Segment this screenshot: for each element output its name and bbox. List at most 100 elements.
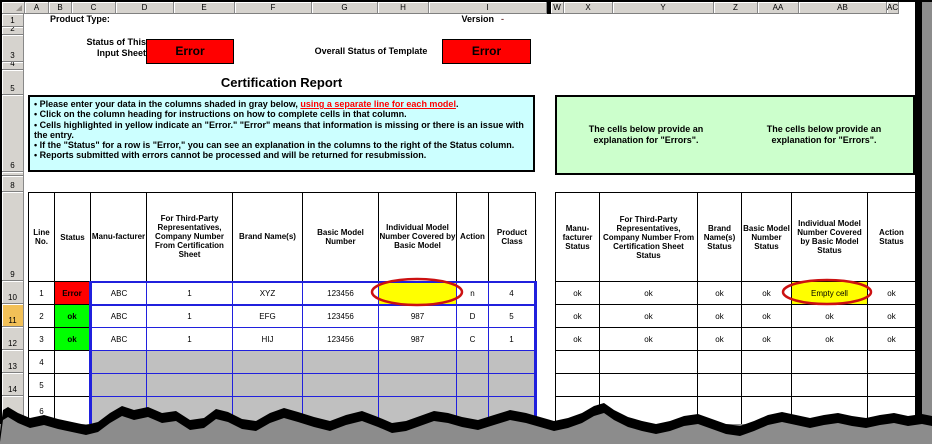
cell-status-value[interactable]: ok bbox=[741, 281, 792, 305]
row-header-2[interactable]: 2 bbox=[2, 27, 24, 35]
cell-status-empty[interactable] bbox=[555, 373, 600, 397]
cell-basic-model[interactable]: 123456 bbox=[302, 304, 379, 328]
cell-status-empty[interactable] bbox=[791, 350, 868, 374]
col-header-brand-names[interactable]: Brand Name(s) bbox=[232, 192, 303, 282]
cell-status-empty[interactable] bbox=[54, 396, 91, 424]
cell-status-value[interactable]: ok bbox=[867, 327, 915, 351]
col-header-D[interactable]: D bbox=[116, 2, 174, 14]
cell-status-empty[interactable] bbox=[697, 350, 742, 374]
cell-status-value[interactable]: ok bbox=[791, 304, 868, 328]
cell-status-value[interactable]: ok bbox=[741, 304, 792, 328]
row-header-13[interactable]: 13 bbox=[2, 350, 24, 373]
cell-entry-empty[interactable] bbox=[488, 350, 537, 374]
cell-entry-empty[interactable] bbox=[378, 350, 457, 374]
col-header-manufacturer[interactable]: Manu-facturer bbox=[90, 192, 147, 282]
row-header-10[interactable]: 10 bbox=[2, 281, 24, 304]
cell-entry-empty[interactable] bbox=[146, 373, 233, 397]
cell-manufacturer[interactable]: ABC bbox=[89, 280, 147, 306]
cell-status-value[interactable]: ok bbox=[791, 327, 868, 351]
cell-line-no[interactable]: 4 bbox=[28, 350, 55, 374]
cell-company-number[interactable]: 1 bbox=[146, 327, 233, 351]
cell-product-class[interactable]: 1 bbox=[488, 327, 537, 351]
cell-status-empty[interactable] bbox=[697, 373, 742, 397]
cell-status-empty-cell-error[interactable]: Empty cell bbox=[791, 281, 868, 305]
cell-entry-empty[interactable] bbox=[232, 350, 303, 374]
row-header-12[interactable]: 12 bbox=[2, 327, 24, 350]
cell-status-empty[interactable] bbox=[741, 350, 792, 374]
col-header-individual-model-status[interactable]: Individual Model Number Covered by Basic… bbox=[791, 192, 868, 282]
col-header-F[interactable]: F bbox=[235, 2, 312, 14]
col-header-manufacturer-status[interactable]: Manu-facturer Status bbox=[555, 192, 600, 282]
row-header-14[interactable]: 14 bbox=[2, 373, 24, 396]
cell-entry-empty[interactable] bbox=[89, 350, 147, 374]
col-header-W[interactable]: W bbox=[551, 2, 564, 14]
cell-action[interactable]: D bbox=[456, 304, 489, 328]
row-header-1[interactable]: 1 bbox=[2, 14, 24, 27]
cell-brand[interactable]: XYZ bbox=[232, 280, 303, 306]
cell-action[interactable]: n bbox=[456, 280, 489, 306]
col-header-line-no[interactable]: Line No. bbox=[28, 192, 55, 282]
col-header-H[interactable]: H bbox=[378, 2, 429, 14]
row-header-11[interactable]: 11 bbox=[2, 304, 24, 327]
cell-brand[interactable]: EFG bbox=[232, 304, 303, 328]
cell-entry-empty[interactable] bbox=[302, 373, 379, 397]
cell-status-empty[interactable] bbox=[54, 373, 91, 397]
cell-status-value[interactable]: ok bbox=[599, 327, 698, 351]
row-header-8[interactable]: 8 bbox=[2, 176, 24, 192]
col-header-individual-model-number[interactable]: Individual Model Number Covered by Basic… bbox=[378, 192, 457, 282]
cell-line-no[interactable]: 1 bbox=[28, 281, 55, 305]
cell-company-number[interactable]: 1 bbox=[146, 304, 233, 328]
cell-status-error[interactable]: Error bbox=[54, 281, 91, 305]
cell-manufacturer[interactable]: ABC bbox=[89, 304, 147, 328]
cell-product-class[interactable]: 4 bbox=[488, 280, 537, 306]
cell-status-ok[interactable]: ok bbox=[54, 327, 91, 351]
cell-status-value[interactable]: ok bbox=[555, 281, 600, 305]
col-header-action[interactable]: Action bbox=[456, 192, 489, 282]
row-header-5[interactable]: 5 bbox=[2, 70, 24, 95]
col-header-X[interactable]: X bbox=[564, 2, 613, 14]
cell-entry-empty[interactable] bbox=[89, 373, 147, 397]
cell-status-value[interactable]: ok bbox=[867, 304, 915, 328]
cell-brand[interactable]: HIJ bbox=[232, 327, 303, 351]
col-header-AC[interactable]: AC bbox=[887, 2, 900, 14]
cell-entry-empty[interactable] bbox=[488, 373, 537, 397]
cell-status-empty[interactable] bbox=[599, 373, 698, 397]
col-header-product-class[interactable]: Product Class bbox=[488, 192, 536, 282]
cell-line-no[interactable]: 3 bbox=[28, 327, 55, 351]
col-header-basic-model-number[interactable]: Basic Model Number bbox=[302, 192, 379, 282]
cell-status-value[interactable]: ok bbox=[741, 327, 792, 351]
row-header-6[interactable]: 6 bbox=[2, 95, 24, 172]
cell-status-empty[interactable] bbox=[867, 350, 915, 374]
cell-status-empty[interactable] bbox=[54, 350, 91, 374]
cell-line-no[interactable]: 2 bbox=[28, 304, 55, 328]
col-header-action-status[interactable]: Action Status bbox=[867, 192, 915, 282]
col-header-Z[interactable]: Z bbox=[714, 2, 758, 14]
cell-status-value[interactable]: ok bbox=[555, 304, 600, 328]
col-header-B[interactable]: B bbox=[49, 2, 72, 14]
cell-manufacturer[interactable]: ABC bbox=[89, 327, 147, 351]
row-header-7-collapsed[interactable] bbox=[2, 172, 24, 176]
cell-status-value[interactable]: ok bbox=[599, 304, 698, 328]
cell-status-empty[interactable] bbox=[741, 373, 792, 397]
col-header-A[interactable]: A bbox=[25, 2, 49, 14]
cell-basic-model[interactable]: 123456 bbox=[302, 280, 379, 306]
col-header-basic-model-status[interactable]: Basic Model Number Status bbox=[741, 192, 792, 282]
row-header-9[interactable]: 9 bbox=[2, 192, 24, 281]
col-header-status[interactable]: Status bbox=[54, 192, 91, 282]
col-header-company-number[interactable]: For Third-Party Representatives, Company… bbox=[146, 192, 233, 282]
cell-company-number[interactable]: 1 bbox=[146, 280, 233, 306]
cell-status-value[interactable]: ok bbox=[697, 304, 742, 328]
row-header-4[interactable]: 4 bbox=[2, 62, 24, 70]
cell-status-value[interactable]: ok bbox=[599, 281, 698, 305]
cell-individual-model-error[interactable] bbox=[378, 280, 457, 306]
col-header-E[interactable]: E bbox=[174, 2, 235, 14]
cell-status-empty[interactable] bbox=[599, 350, 698, 374]
cell-status-empty[interactable] bbox=[791, 373, 868, 397]
cell-status-empty[interactable] bbox=[555, 350, 600, 374]
cell-entry-empty[interactable] bbox=[456, 350, 489, 374]
col-header-G[interactable]: G bbox=[312, 2, 378, 14]
cell-entry-empty[interactable] bbox=[456, 373, 489, 397]
cell-entry-empty[interactable] bbox=[302, 350, 379, 374]
cell-entry-empty[interactable] bbox=[146, 350, 233, 374]
cell-status-empty[interactable] bbox=[867, 373, 915, 397]
